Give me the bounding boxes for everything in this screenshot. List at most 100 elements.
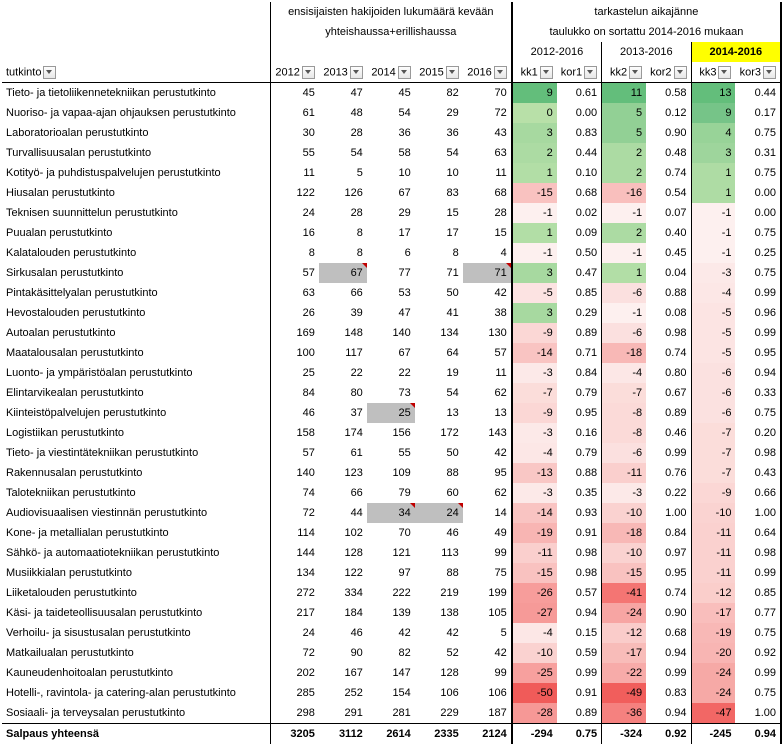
year-cell: 8	[415, 243, 463, 263]
year-cell: 82	[415, 83, 463, 104]
filter-dropdown-icon[interactable]	[584, 66, 597, 79]
year-cell: 79	[367, 483, 415, 503]
kk-cell: -3	[602, 483, 646, 503]
period-header-0: 2012-2016	[512, 42, 602, 62]
year-cell: 121	[367, 543, 415, 563]
filter-dropdown-icon[interactable]	[763, 66, 776, 79]
row-name: Sirkusalan perustutkinto	[2, 263, 270, 283]
kk-cell: -27	[512, 603, 557, 623]
kor-cell: 0.46	[646, 423, 691, 443]
kor-cell: 0.00	[557, 103, 602, 123]
kk-cell: 13	[691, 83, 735, 104]
year-cell: 167	[319, 663, 367, 683]
filter-dropdown-icon[interactable]	[302, 66, 315, 79]
kor-cell: 0.33	[735, 383, 781, 403]
row-name: Kotityö- ja puhdistuspalvelujen perustut…	[2, 163, 270, 183]
kor-cell: 0.91	[557, 523, 602, 543]
filter-dropdown-icon[interactable]	[446, 66, 459, 79]
year-cell: 11	[463, 163, 512, 183]
year-cell: 42	[463, 283, 512, 303]
year-cell: 16	[270, 223, 318, 243]
filter-dropdown-icon[interactable]	[674, 66, 687, 79]
year-cell: 19	[415, 363, 463, 383]
year-cell: 123	[319, 463, 367, 483]
row-name: Sähkö- ja automaatiotekniikan perustutki…	[2, 543, 270, 563]
kk-cell: -15	[512, 563, 557, 583]
kor-cell: 0.75	[735, 223, 781, 243]
kk-cell: -12	[602, 623, 646, 643]
year-cell: 128	[319, 543, 367, 563]
kor-cell: 1.00	[646, 503, 691, 523]
row-name: Teknisen suunnittelun perustutkinto	[2, 203, 270, 223]
year-cell: 154	[367, 683, 415, 703]
kk-header-0: kk1	[521, 66, 538, 78]
year-cell: 58	[367, 143, 415, 163]
year-cell: 222	[367, 583, 415, 603]
filter-dropdown-icon[interactable]	[629, 66, 642, 79]
filter-dropdown-icon[interactable]	[494, 66, 507, 79]
kor-cell: 0.84	[646, 523, 691, 543]
year-cell: 148	[319, 323, 367, 343]
row-name: Kauneudenhoitoalan perustutkinto	[2, 663, 270, 683]
filter-dropdown-icon[interactable]	[350, 66, 363, 79]
filter-dropdown-icon[interactable]	[718, 66, 731, 79]
kk-cell: -11	[512, 543, 557, 563]
year-cell: 54	[415, 143, 463, 163]
filter-dropdown-icon[interactable]	[43, 66, 56, 79]
kk-cell: 11	[602, 83, 646, 104]
kk-cell: -6	[602, 443, 646, 463]
kk-cell: 3	[691, 143, 735, 163]
year-cell: 158	[270, 423, 318, 443]
kor-cell: 0.95	[735, 343, 781, 363]
year-cell: 17	[415, 223, 463, 243]
kor-cell: 0.95	[646, 563, 691, 583]
year-cell: 122	[270, 183, 318, 203]
year-cell: 57	[270, 443, 318, 463]
kk-cell: -7	[691, 463, 735, 483]
filter-dropdown-icon[interactable]	[398, 66, 411, 79]
kk-cell: -7	[691, 423, 735, 443]
period-header-2: 2014-2016	[691, 42, 781, 62]
kor-cell: 0.57	[557, 583, 602, 603]
kor-cell: 0.17	[735, 103, 781, 123]
kk-cell: -4	[691, 283, 735, 303]
kk-cell: 2	[602, 163, 646, 183]
row-name: Kalatalouden perustutkinto	[2, 243, 270, 263]
row-name: Laboratorioalan perustutkinto	[2, 123, 270, 143]
year-cell: 281	[367, 703, 415, 724]
year-cell: 66	[319, 283, 367, 303]
kor-cell: 0.97	[646, 543, 691, 563]
kor-cell: 0.99	[735, 323, 781, 343]
row-name: Turvallisuusalan perustutkinto	[2, 143, 270, 163]
year-cell: 72	[270, 643, 318, 663]
kk-cell: 5	[602, 123, 646, 143]
year-cell: 55	[367, 443, 415, 463]
kor-cell: 0.98	[557, 543, 602, 563]
kk-cell: 1	[512, 163, 557, 183]
year-cell: 60	[415, 483, 463, 503]
year-cell: 53	[367, 283, 415, 303]
header-sub-applicants: yhteishaussa+erillishaussa	[270, 22, 511, 42]
row-name: Elintarvikealan perustutkinto	[2, 383, 270, 403]
kor-cell: 0.71	[557, 343, 602, 363]
year-cell: 10	[367, 163, 415, 183]
kor-cell: 0.99	[735, 283, 781, 303]
year-cell: 187	[463, 703, 512, 724]
kk-cell: -24	[691, 683, 735, 703]
kk-cell: -28	[512, 703, 557, 724]
year-cell: 8	[270, 243, 318, 263]
kk-cell: 3	[512, 123, 557, 143]
year-cell: 48	[319, 103, 367, 123]
year-cell: 38	[463, 303, 512, 323]
kor-cell: 0.90	[646, 123, 691, 143]
filter-dropdown-icon[interactable]	[540, 66, 553, 79]
year-cell: 68	[463, 183, 512, 203]
kk-cell: -10	[602, 503, 646, 523]
total-kk-cell: -324	[602, 724, 646, 745]
kk-cell: -9	[691, 483, 735, 503]
kor-cell: 0.48	[646, 143, 691, 163]
row-name: Hotelli-, ravintola- ja catering-alan pe…	[2, 683, 270, 703]
year-cell: 138	[415, 603, 463, 623]
year-cell: 25	[367, 403, 415, 423]
kor-cell: 0.76	[646, 463, 691, 483]
